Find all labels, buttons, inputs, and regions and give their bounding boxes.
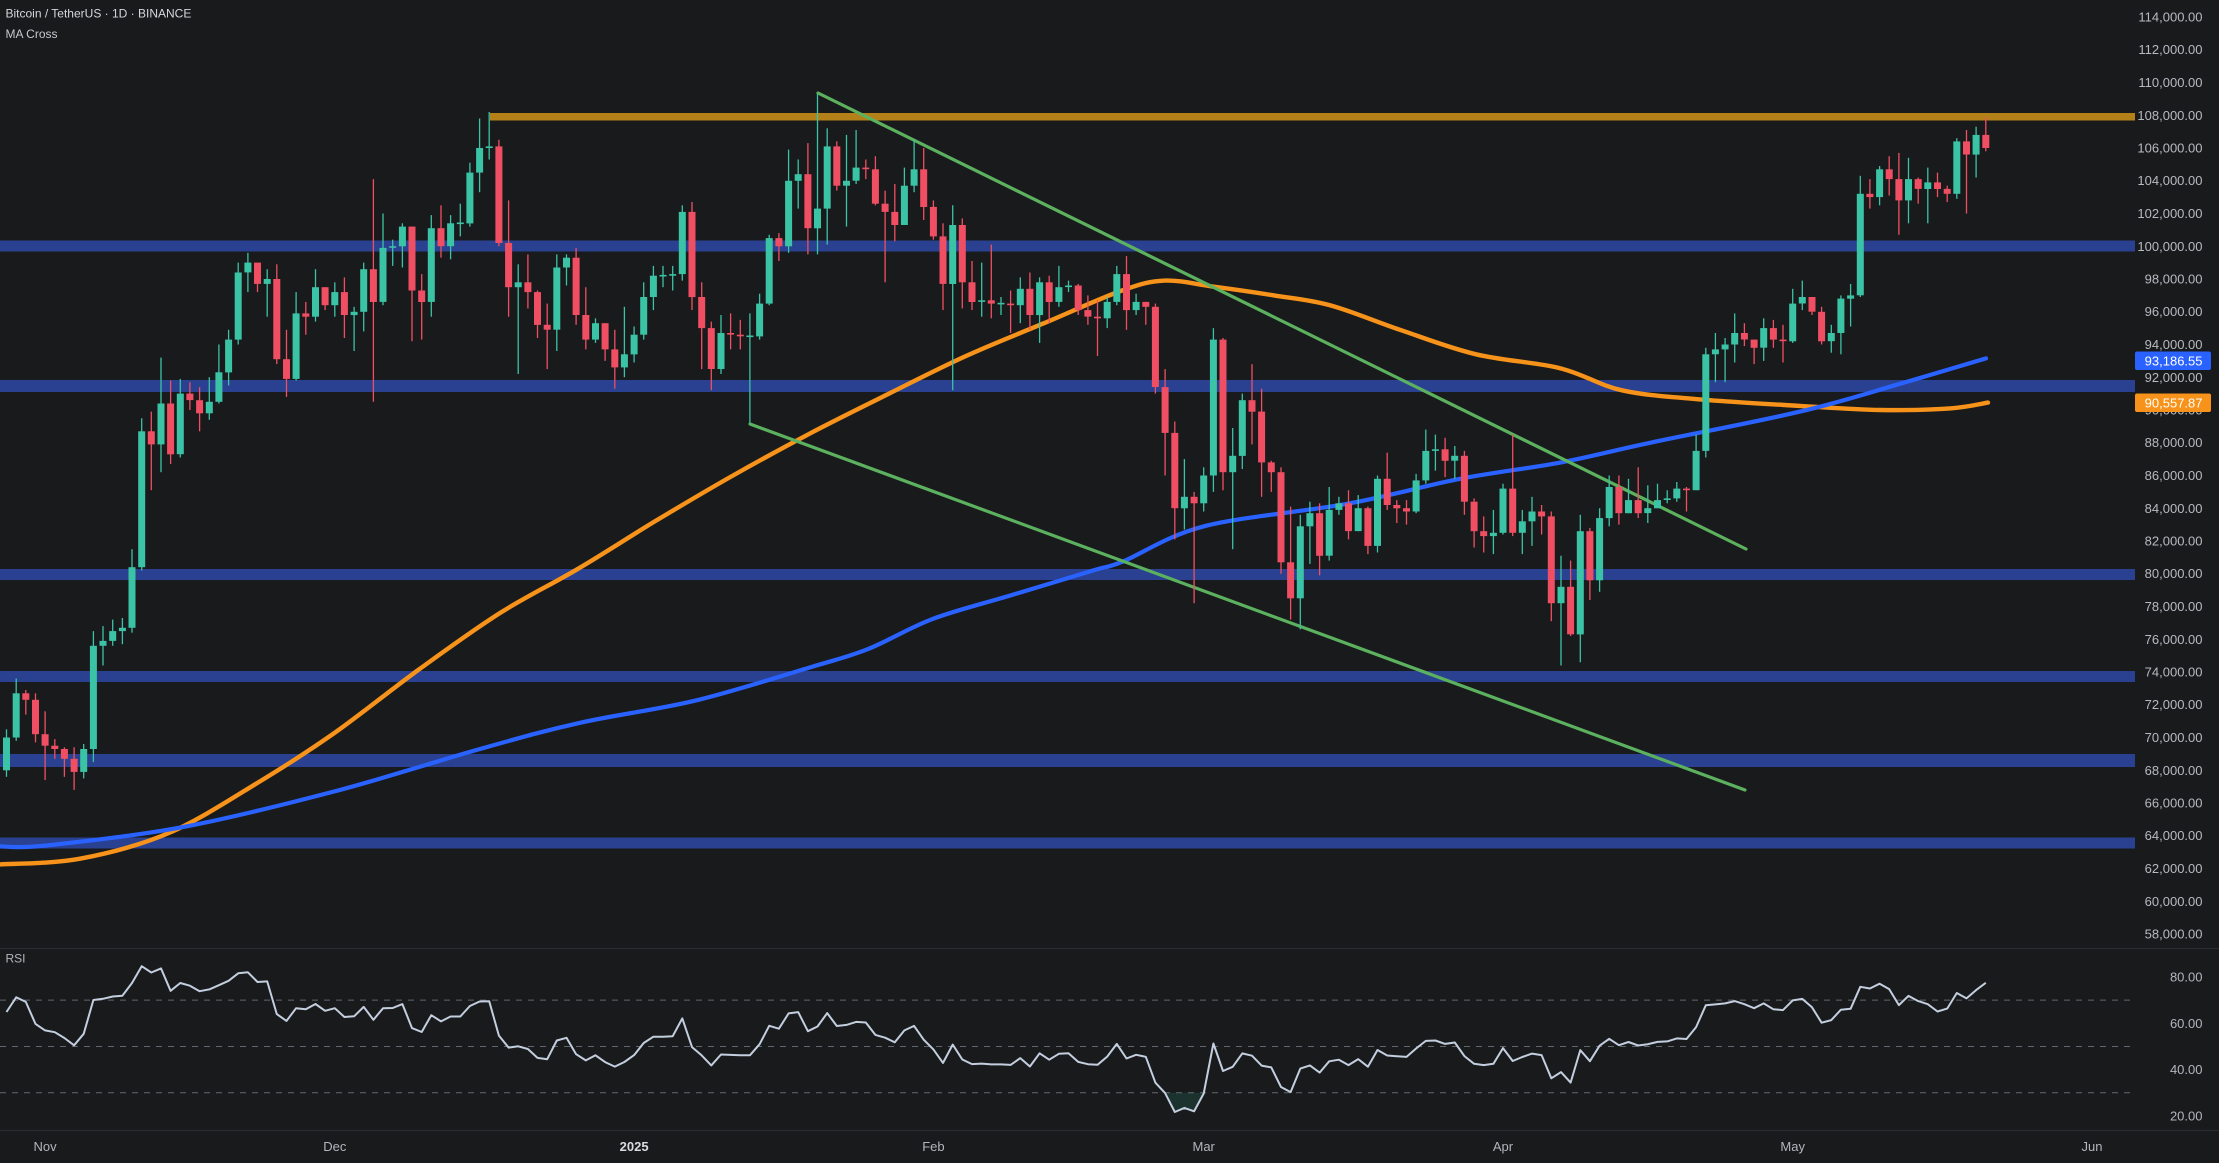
svg-text:May: May xyxy=(1780,1139,1805,1154)
svg-text:112,000.00: 112,000.00 xyxy=(2138,42,2202,57)
svg-text:76,000.00: 76,000.00 xyxy=(2145,632,2203,647)
svg-text:66,000.00: 66,000.00 xyxy=(2145,796,2203,811)
svg-text:Feb: Feb xyxy=(922,1139,944,1154)
svg-text:74,000.00: 74,000.00 xyxy=(2145,665,2203,680)
svg-text:72,000.00: 72,000.00 xyxy=(2145,697,2203,712)
svg-text:96,000.00: 96,000.00 xyxy=(2145,304,2203,319)
svg-text:94,000.00: 94,000.00 xyxy=(2145,337,2203,352)
svg-text:80,000.00: 80,000.00 xyxy=(2145,566,2203,581)
svg-text:98,000.00: 98,000.00 xyxy=(2145,272,2203,287)
svg-text:Bitcoin / TetherUS · 1D · BINA: Bitcoin / TetherUS · 1D · BINANCE xyxy=(6,7,192,21)
svg-text:93,186.55: 93,186.55 xyxy=(2145,354,2203,369)
svg-text:92,000.00: 92,000.00 xyxy=(2145,370,2203,385)
svg-text:2025: 2025 xyxy=(620,1139,649,1154)
svg-text:Apr: Apr xyxy=(1493,1139,1514,1154)
svg-text:62,000.00: 62,000.00 xyxy=(2145,861,2203,876)
svg-text:100,000.00: 100,000.00 xyxy=(2137,239,2202,254)
svg-text:106,000.00: 106,000.00 xyxy=(2137,141,2202,156)
svg-text:84,000.00: 84,000.00 xyxy=(2145,501,2203,516)
svg-text:Dec: Dec xyxy=(323,1139,347,1154)
svg-text:20.00: 20.00 xyxy=(2170,1109,2203,1124)
svg-text:104,000.00: 104,000.00 xyxy=(2137,173,2202,188)
svg-text:110,000.00: 110,000.00 xyxy=(2138,75,2202,90)
svg-text:64,000.00: 64,000.00 xyxy=(2145,828,2203,843)
svg-text:108,000.00: 108,000.00 xyxy=(2137,108,2202,123)
svg-text:78,000.00: 78,000.00 xyxy=(2145,599,2203,614)
svg-text:88,000.00: 88,000.00 xyxy=(2145,435,2203,450)
svg-text:102,000.00: 102,000.00 xyxy=(2137,206,2202,221)
svg-text:80.00: 80.00 xyxy=(2170,970,2203,985)
svg-text:90,557.87: 90,557.87 xyxy=(2145,396,2203,411)
svg-text:82,000.00: 82,000.00 xyxy=(2145,534,2203,549)
svg-text:114,000.00: 114,000.00 xyxy=(2138,10,2202,25)
svg-text:40.00: 40.00 xyxy=(2170,1062,2203,1077)
svg-text:58,000.00: 58,000.00 xyxy=(2145,927,2203,942)
svg-text:60.00: 60.00 xyxy=(2170,1016,2203,1031)
svg-text:Nov: Nov xyxy=(34,1139,58,1154)
svg-text:Jun: Jun xyxy=(2082,1139,2103,1154)
svg-text:RSI: RSI xyxy=(6,952,26,966)
svg-text:60,000.00: 60,000.00 xyxy=(2145,894,2203,909)
svg-text:70,000.00: 70,000.00 xyxy=(2145,730,2203,745)
svg-text:68,000.00: 68,000.00 xyxy=(2145,763,2203,778)
svg-text:Mar: Mar xyxy=(1193,1139,1216,1154)
svg-text:86,000.00: 86,000.00 xyxy=(2145,468,2203,483)
svg-text:MA Cross: MA Cross xyxy=(6,27,58,41)
